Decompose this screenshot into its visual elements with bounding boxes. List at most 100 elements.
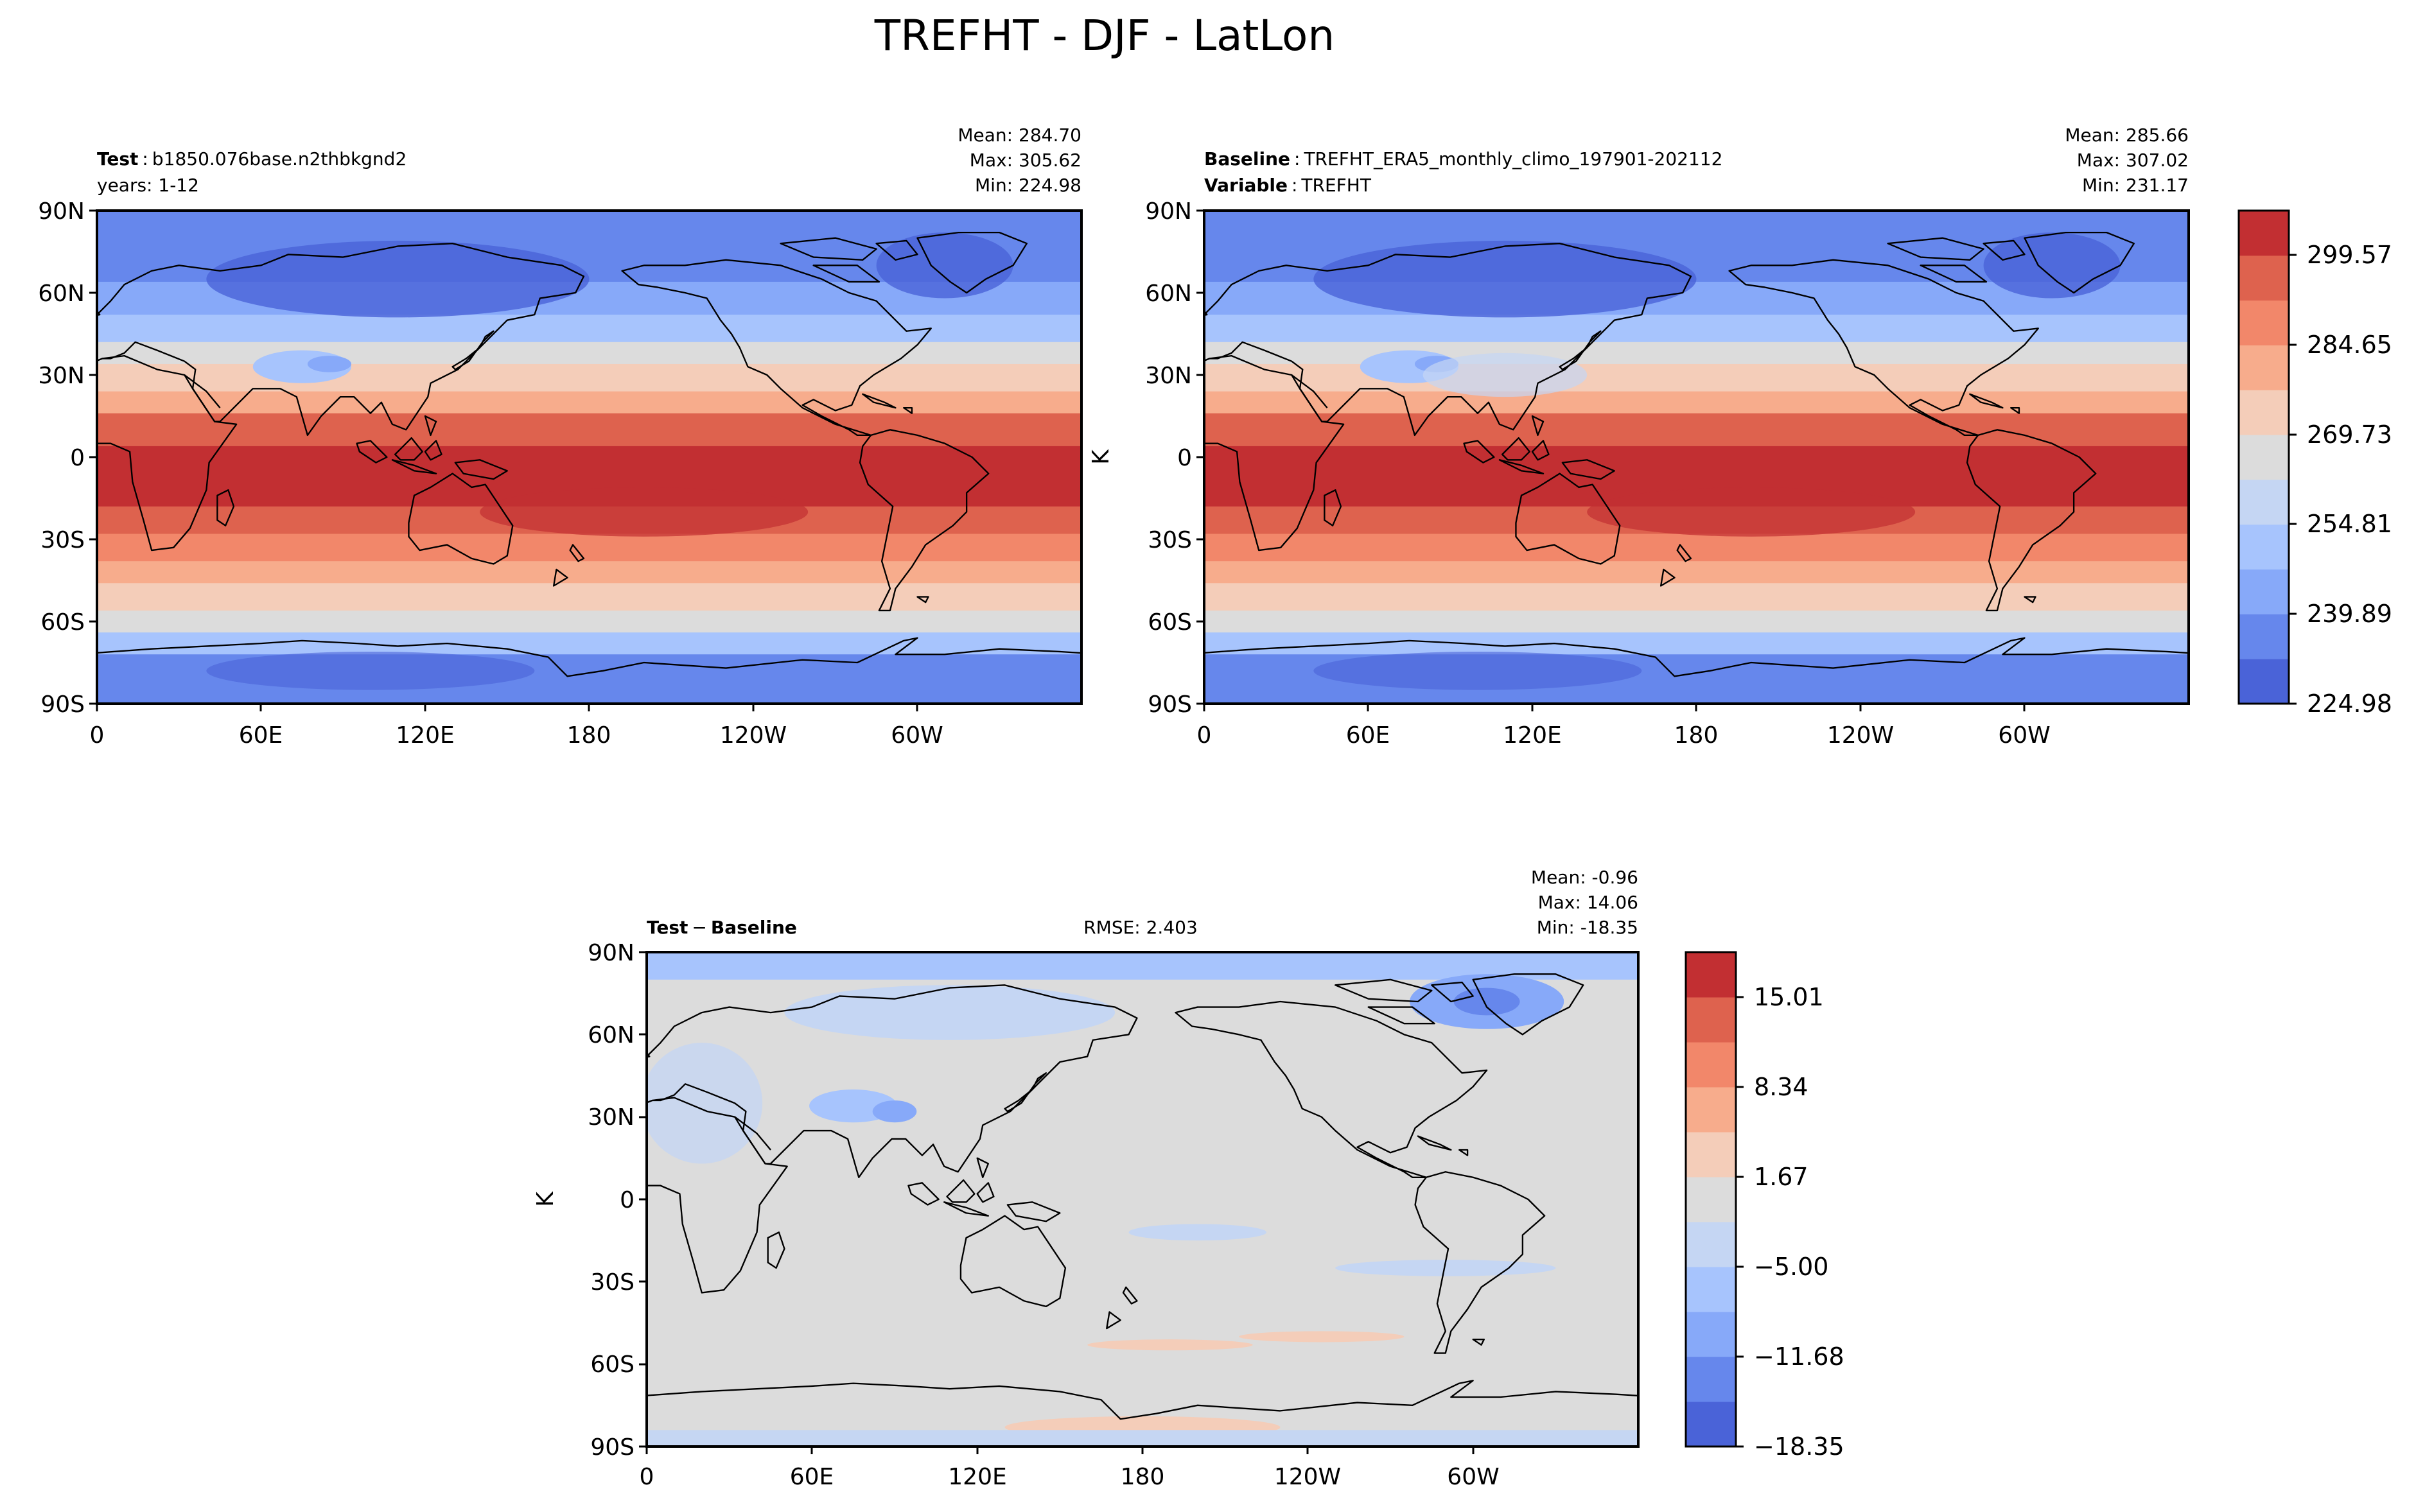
colorbar-swatch xyxy=(2239,659,2289,704)
lon-tick-label: 180 xyxy=(567,722,611,749)
lon-tick-label: 180 xyxy=(1674,722,1719,749)
figure-title: TREFHT - DJF - LatLon xyxy=(874,11,1335,60)
test-lon-ticks: 0 60E 120E 180 120W 60W xyxy=(90,722,943,749)
colorbar-swatch xyxy=(1686,1267,1736,1312)
colorbar-swatch xyxy=(2239,345,2289,390)
lon-tick-label: 60W xyxy=(1998,722,2050,749)
diff-max: Max: 14.06 xyxy=(1538,892,1638,913)
colorbar-swatch xyxy=(2239,569,2289,614)
lon-tick-label: 120E xyxy=(396,722,454,749)
diff-lon-ticks: 0 60E 120E 180 120W 60W xyxy=(640,1464,1500,1490)
test-lat-ticks: 90N 60N 30N 0 30S 60S 90S xyxy=(38,198,85,718)
colorbar-diff-ticks: −18.35 −11.68 −5.00 1.67 8.34 15.01 xyxy=(1754,983,1844,1461)
colorbar-main: 224.98 239.89 254.81 269.73 284.65 299.5… xyxy=(2237,209,2392,718)
colorbar-swatch xyxy=(1686,1312,1736,1357)
lat-tick-label: 90S xyxy=(1148,691,1192,718)
lat-tick-label: 60S xyxy=(1148,609,1192,636)
test-years: years: 1-12 xyxy=(97,175,199,196)
lat-tick-label: 90S xyxy=(40,691,85,718)
colorbar-swatch xyxy=(1686,1177,1736,1222)
diff-tick-marks xyxy=(639,951,1475,1454)
baseline-mean: Mean: 285.66 xyxy=(2065,125,2189,146)
colorbar-swatch xyxy=(1686,997,1736,1043)
lon-tick-label: 60E xyxy=(790,1464,834,1490)
baseline-min: Min: 231.17 xyxy=(2082,175,2189,196)
lon-tick-label: 0 xyxy=(1197,722,1212,749)
colorbar-tick-label: 8.34 xyxy=(1754,1073,1808,1101)
baseline-header-label: Baseline: TREFHT_ERA5_monthly_climo_19790… xyxy=(1204,148,1722,169)
colorbar-swatch xyxy=(1686,1222,1736,1267)
colorbar-tick-label: 1.67 xyxy=(1754,1163,1808,1191)
lat-tick-label: 30S xyxy=(590,1269,635,1296)
colorbar-tick-label: 224.98 xyxy=(2307,690,2392,718)
colorbar-swatch xyxy=(2239,524,2289,570)
baseline-units-label: K xyxy=(1088,449,1114,465)
lon-tick-label: 120W xyxy=(720,722,787,749)
lat-tick-label: 0 xyxy=(620,1187,635,1213)
lat-tick-label: 60N xyxy=(38,281,85,307)
lat-tick-label: 60N xyxy=(1145,281,1192,307)
lon-tick-label: 120E xyxy=(948,1464,1006,1490)
lon-tick-label: 60W xyxy=(891,722,943,749)
colorbar-swatch xyxy=(2239,479,2289,525)
test-tick-marks xyxy=(89,209,918,711)
test-mean: Mean: 284.70 xyxy=(958,125,1081,146)
lat-tick-label: 60S xyxy=(590,1351,635,1378)
lat-tick-label: 0 xyxy=(70,445,85,471)
colorbar-swatch xyxy=(2239,390,2289,435)
baseline-lat-ticks: 90N 60N 30N 0 30S 60S 90S xyxy=(1145,198,1192,718)
colorbar-swatch xyxy=(1686,1132,1736,1177)
colorbar-tick-label: 269.73 xyxy=(2307,421,2392,449)
colorbar-swatch xyxy=(2239,211,2289,256)
lat-tick-label: 90N xyxy=(588,940,635,966)
diff-min: Min: -18.35 xyxy=(1537,917,1638,938)
colorbar-tick-label: 254.81 xyxy=(2307,510,2392,538)
lat-tick-label: 30N xyxy=(38,363,85,389)
colorbar-swatch xyxy=(1686,952,1736,998)
colorbar-tick-label: −18.35 xyxy=(1754,1432,1844,1461)
colorbar-diff: −18.35 −11.68 −5.00 1.67 8.34 15.01 xyxy=(1685,951,1844,1461)
colorbar-tick-label: 239.89 xyxy=(2307,600,2392,628)
lat-tick-label: 30S xyxy=(1148,527,1192,553)
baseline-lon-ticks: 0 60E 120E 180 120W 60W xyxy=(1197,722,2051,749)
lon-tick-label: 120W xyxy=(1274,1464,1341,1490)
lon-tick-label: 120W xyxy=(1827,722,1894,749)
test-header-label: Test: b1850.076base.n2thbkgnd2 xyxy=(97,148,407,169)
diff-header-label: Test − Baseline xyxy=(647,917,797,938)
lon-tick-label: 60E xyxy=(1346,722,1390,749)
lat-tick-label: 30S xyxy=(40,527,85,553)
diff-lat-ticks: 90N 60N 30N 0 30S 60S 90S xyxy=(588,940,635,1461)
baseline-tick-marks xyxy=(1196,209,2026,711)
colorbar-swatch xyxy=(2239,300,2289,345)
colorbar-tick-label: −5.00 xyxy=(1754,1253,1828,1281)
lat-tick-label: 30N xyxy=(1145,363,1192,389)
diff-rmse: RMSE: 2.403 xyxy=(1083,917,1198,938)
lat-tick-label: 90N xyxy=(1145,198,1192,225)
colorbar-swatch xyxy=(1686,1087,1736,1133)
lon-tick-label: 0 xyxy=(90,722,105,749)
colorbar-tick-label: 284.65 xyxy=(2307,331,2392,359)
baseline-variable-label: Variable: TREFHT xyxy=(1204,175,1372,196)
lat-tick-label: 90N xyxy=(38,198,85,225)
colorbar-swatch xyxy=(1686,1357,1736,1402)
lon-tick-label: 0 xyxy=(640,1464,654,1490)
lat-tick-label: 60S xyxy=(40,609,85,636)
diff-mean: Mean: -0.96 xyxy=(1531,867,1638,888)
test-min: Min: 224.98 xyxy=(975,175,1081,196)
colorbar-swatch xyxy=(1686,1042,1736,1088)
colorbar-tick-label: 299.57 xyxy=(2307,241,2392,269)
colorbar-main-ticks: 224.98 239.89 254.81 269.73 284.65 299.5… xyxy=(2307,241,2392,718)
lon-tick-label: 180 xyxy=(1121,1464,1165,1490)
lon-tick-label: 60W xyxy=(1447,1464,1499,1490)
diff-units-label: K xyxy=(532,1191,559,1207)
colorbar-tick-label: −11.68 xyxy=(1754,1343,1844,1371)
colorbar-swatch xyxy=(1686,1402,1736,1447)
panel-test: Test: b1850.076base.n2thbkgnd2 years: 1-1… xyxy=(38,125,1083,749)
lon-tick-label: 120E xyxy=(1503,722,1561,749)
panel-diff: Test − Baseline RMSE: 2.403 Mean: -0.96 Ma… xyxy=(532,867,1640,1490)
lat-tick-label: 0 xyxy=(1177,445,1192,471)
colorbar-swatch xyxy=(2239,435,2289,480)
baseline-max: Max: 307.02 xyxy=(2077,150,2189,171)
colorbar-swatch xyxy=(2239,614,2289,659)
